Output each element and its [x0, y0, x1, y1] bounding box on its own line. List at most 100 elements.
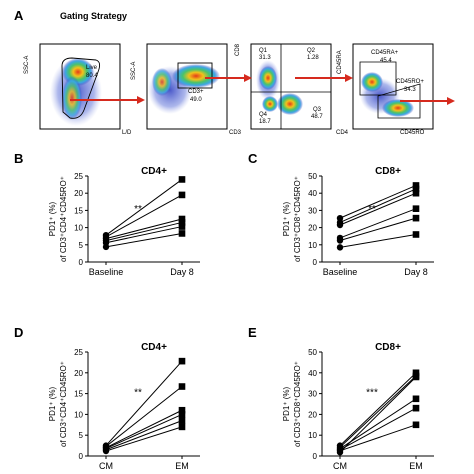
chart-e-ytick-label-2: 20 [308, 410, 317, 419]
facs-plot-cd4-cd8 [250, 43, 332, 130]
chart-b-title: CD4+ [141, 166, 167, 177]
facs-gate-q2-name: Q2 [307, 48, 316, 54]
chart-b-ytick-label-2: 10 [74, 224, 83, 233]
chart-d-ylabel-1: PD1⁺ (%) [48, 386, 57, 421]
chart-b-ylabel-1: PD1⁺ (%) [48, 201, 57, 236]
chart-e-pair-line-1 [339, 375, 417, 448]
chart-b-significance: ** [134, 204, 142, 215]
chart-c-ylabel-1: PD1⁺ (%) [282, 201, 291, 236]
facs-gate-q3-name: Q3 [313, 107, 322, 113]
chart-b-ytick-label-5: 25 [74, 172, 83, 181]
chart-d-pair-line-5 [105, 426, 183, 452]
chart-c-point-right-1 [412, 185, 420, 193]
facs-gate-cd45ro-name: CD45RO+ [396, 79, 424, 85]
facs-plot-cd3 [146, 43, 228, 130]
chart-e-point-right-3 [412, 404, 420, 412]
chart-b-letter: B [14, 151, 23, 166]
chart-d-title: CD4+ [141, 342, 167, 353]
chart-c-ytick-label-4: 40 [308, 189, 317, 198]
gating-arrows [70, 74, 455, 105]
facs-gate-q1-name: Q1 [259, 48, 268, 54]
chart-d-ytick-label-4: 20 [74, 369, 83, 378]
chart-b-point-right-1 [178, 191, 186, 199]
chart-d-pair-line-3 [105, 413, 183, 449]
chart-c-point-right-5 [412, 231, 420, 238]
facs-gate-cd45ro-value: 34.3 [404, 87, 416, 93]
chart-c-pair-line-3 [339, 208, 417, 239]
chart-c-point-left-4 [336, 237, 344, 244]
panel-letter-a: A [14, 8, 24, 23]
chart-e-letter: E [248, 325, 257, 340]
chart-e-ylabel-2: of CD3⁺CD8⁺CD45RO⁺ [293, 361, 302, 447]
chart-b-point-right-5 [178, 230, 186, 237]
chart-c-ylabel-2: of CD3⁺CD8⁺CD45RO⁺ [293, 176, 302, 262]
chart-c-point-right-4 [412, 214, 420, 222]
chart-e-pair-line-4 [339, 424, 417, 452]
facs-xlabel-3: CD4 [336, 130, 349, 136]
chart-d-ytick-label-1: 5 [79, 431, 84, 440]
chart-d-pair-line-1 [105, 386, 183, 447]
facs-xlabel-2: CD3 [229, 130, 242, 136]
chart-b-ytick-label-0: 0 [79, 258, 84, 267]
chart-c-title: CD8+ [375, 166, 401, 177]
facs-gate-q2-value: 1.28 [307, 55, 319, 61]
facs-gate-cd3-name: CD3+ [188, 89, 204, 95]
chart-b-point-left-5 [102, 243, 110, 251]
gating-plots [39, 43, 455, 130]
chart-e-significance: *** [366, 388, 378, 399]
chart-d-point-right-4 [178, 417, 186, 424]
facs-plot-live [39, 43, 121, 130]
chart-d-letter: D [14, 325, 23, 340]
chart-b-pair-line-4 [105, 226, 183, 244]
chart-c-pair-line-4 [339, 217, 417, 241]
chart-c-significance: ** [368, 204, 376, 215]
chart-c-pair-line-5 [339, 233, 417, 248]
facs-gate-cd45ra-name: CD45RA+ [371, 50, 399, 56]
facs-gate-cd3-value: 49.0 [190, 97, 202, 103]
facs-gate-q3-value: 48.7 [311, 114, 323, 120]
chart-c-pair-line-1 [339, 188, 417, 223]
facs-gate-q1-value: 31.3 [259, 55, 271, 61]
chart-e-point-right-2 [412, 395, 420, 403]
chart-c-ytick-label-2: 20 [308, 224, 317, 233]
chart-b-ytick-label-4: 20 [74, 189, 83, 198]
chart-c-point-right-2 [412, 189, 420, 197]
chart-c-ytick-label-5: 50 [308, 172, 317, 181]
chart-c-pair-line-2 [339, 192, 417, 226]
chart-c-xtick-label-0: Baseline [323, 267, 358, 277]
chart-b-xtick-label-0: Baseline [89, 267, 124, 277]
chart-d-pair-line-2 [105, 409, 183, 449]
chart-e-point-left-5 [336, 449, 344, 456]
chart-e-ytick-label-5: 50 [308, 348, 317, 357]
chart-c-point-right-3 [412, 205, 420, 212]
chart-e-pair-line-3 [339, 407, 417, 451]
chart-c-point-right-0 [412, 182, 420, 189]
chart-d-point-right-5 [178, 423, 186, 431]
chart-e-point-right-5 [412, 373, 420, 381]
chart-b-point-right-0 [178, 176, 186, 183]
chart-c-ytick-label-3: 30 [308, 206, 317, 215]
chart-b-pair-line-2 [105, 218, 183, 240]
chart-d-xtick-label-0: CM [99, 461, 113, 471]
chart-e-xtick-label-0: CM [333, 461, 347, 471]
chart-d-point-right-2 [178, 406, 186, 414]
chart-e-title: CD8+ [375, 342, 401, 353]
facs-xlabel-4: CD45RO [400, 130, 425, 136]
facs-gate-q4-value: 18.7 [259, 119, 271, 125]
chart-c-point-left-2 [336, 221, 344, 229]
facs-gate-cd45ra-value: 45.4 [380, 58, 392, 64]
chart-e-ytick-label-0: 0 [313, 452, 318, 461]
facs-gate-live-value: 80.4 [86, 73, 98, 79]
chart-c-point-left-5 [336, 244, 344, 251]
facs-gate-q4-name: Q4 [259, 112, 268, 118]
chart-b-xtick-label-1: Day 8 [170, 267, 194, 277]
facs-gate-live-name: Live [86, 65, 98, 71]
facs-xlabel-1: L/D [122, 130, 132, 136]
chart-c-ytick-label-0: 0 [313, 258, 318, 267]
chart-d-ytick-label-5: 25 [74, 348, 83, 357]
chart-d-point-right-3 [178, 411, 186, 418]
chart-d-ytick-label-2: 10 [74, 410, 83, 419]
chart-c-letter: C [248, 151, 258, 166]
